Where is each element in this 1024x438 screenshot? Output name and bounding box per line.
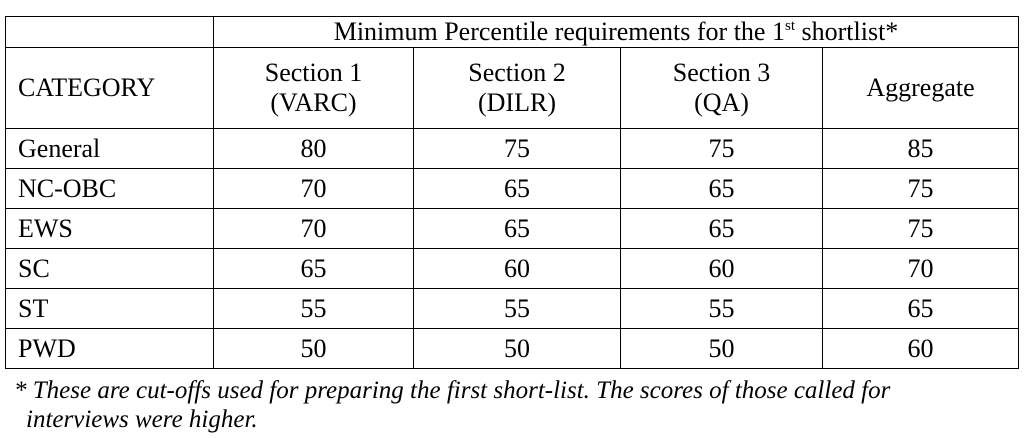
value-cell: 85: [822, 128, 1019, 169]
footnote-line: interviews were higher.: [26, 406, 258, 433]
category-cell: NC-OBC: [5, 168, 214, 209]
column-header: Section 2 (DILR): [413, 47, 621, 129]
category-cell: PWD: [5, 328, 214, 369]
value-cell: 50: [213, 328, 414, 369]
header-line: Aggregate: [866, 73, 975, 102]
table-body: Minimum Percentile requirements for the …: [5, 16, 1019, 369]
data-row: PWD 50 50 50 60: [5, 328, 1019, 369]
value-cell: 70: [213, 168, 414, 209]
data-row: General 80 75 75 85: [5, 128, 1019, 169]
value-cell: 75: [620, 128, 823, 169]
header-line: Section 3: [672, 58, 771, 87]
column-header: Section 1 (VARC): [213, 47, 414, 129]
value-cell: 55: [413, 288, 621, 329]
footnote: * These are cut-offs used for preparing …: [14, 376, 890, 434]
value-cell: 65: [822, 288, 1019, 329]
value-cell: 70: [822, 248, 1019, 289]
header-line: (QA): [694, 88, 749, 117]
title-text: Minimum Percentile requirements for the …: [333, 17, 785, 46]
title-superscript: st: [784, 18, 795, 34]
value-cell: 65: [620, 168, 823, 209]
value-cell: 65: [213, 248, 414, 289]
value-cell: 50: [620, 328, 823, 369]
value-cell: 75: [822, 168, 1019, 209]
header-line: (DILR): [478, 88, 556, 117]
data-row: ST 55 55 55 65: [5, 288, 1019, 329]
column-header: Aggregate: [822, 47, 1019, 129]
value-cell: 55: [620, 288, 823, 329]
value-cell: 55: [213, 288, 414, 329]
empty-cell: [5, 16, 214, 48]
value-cell: 65: [413, 168, 621, 209]
value-cell: 65: [413, 208, 621, 249]
category-cell: SC: [5, 248, 214, 289]
value-cell: 60: [620, 248, 823, 289]
value-cell: 50: [413, 328, 621, 369]
value-cell: 60: [822, 328, 1019, 369]
value-cell: 70: [213, 208, 414, 249]
title-row: Minimum Percentile requirements for the …: [5, 16, 1019, 48]
header-line: Section 2: [468, 58, 566, 87]
data-row: NC-OBC 70 65 65 75: [5, 168, 1019, 209]
value-cell: 60: [413, 248, 621, 289]
table-title: Minimum Percentile requirements for the …: [213, 16, 1019, 48]
footnote-line: * These are cut-offs used for preparing …: [14, 377, 891, 404]
category-cell: General: [5, 128, 214, 169]
category-cell: EWS: [5, 208, 214, 249]
value-cell: 75: [822, 208, 1019, 249]
cutoff-table: Minimum Percentile requirements for the …: [5, 16, 1019, 369]
data-row: SC 65 60 60 70: [5, 248, 1019, 289]
data-row: EWS 70 65 65 75: [5, 208, 1019, 249]
value-cell: 65: [620, 208, 823, 249]
value-cell: 80: [213, 128, 414, 169]
category-cell: ST: [5, 288, 214, 329]
corner-header: CATEGORY: [5, 47, 214, 129]
header-line: Section 1: [264, 58, 363, 87]
header-line: (VARC): [270, 88, 357, 117]
column-header: Section 3 (QA): [620, 47, 823, 129]
header-row: CATEGORY Section 1 (VARC) Section 2 (DILR) S…: [5, 47, 1019, 129]
title-after: shortlist*: [795, 17, 899, 46]
value-cell: 75: [413, 128, 621, 169]
